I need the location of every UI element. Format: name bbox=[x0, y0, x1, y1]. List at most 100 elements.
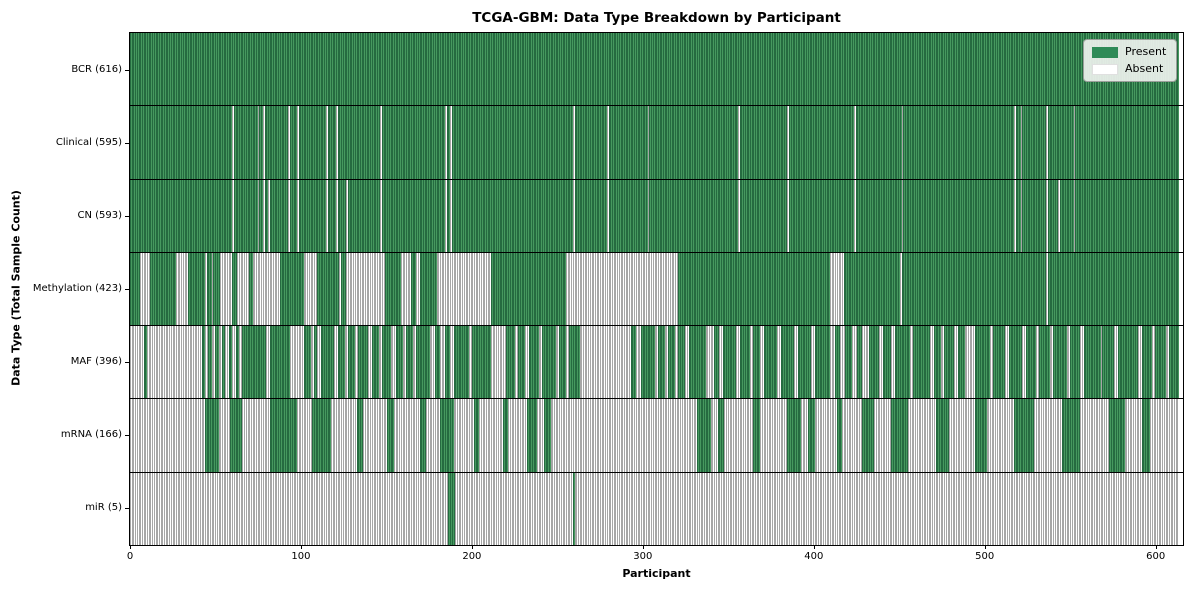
present-cell bbox=[618, 106, 621, 179]
absent-cell bbox=[175, 326, 178, 399]
present-cell bbox=[412, 179, 415, 252]
present-cell bbox=[135, 33, 137, 106]
present-cell bbox=[1111, 179, 1113, 252]
absent-cell bbox=[857, 472, 859, 545]
present-cell bbox=[315, 399, 318, 472]
present-cell bbox=[956, 33, 958, 106]
present-cell bbox=[378, 33, 381, 106]
absent-cell bbox=[242, 399, 245, 472]
absent-cell bbox=[956, 326, 958, 399]
present-cell bbox=[1025, 326, 1028, 399]
present-cell bbox=[1150, 179, 1152, 252]
present-cell bbox=[741, 33, 744, 106]
present-cell bbox=[516, 106, 519, 179]
present-cell bbox=[908, 106, 911, 179]
absent-cell bbox=[1119, 472, 1122, 545]
present-cell bbox=[910, 179, 912, 252]
present-cell bbox=[233, 252, 236, 326]
absent-cell bbox=[153, 472, 156, 545]
present-cell bbox=[359, 399, 362, 472]
absent-cell bbox=[714, 472, 716, 545]
absent-cell bbox=[698, 472, 701, 545]
absent-cell bbox=[1150, 399, 1152, 472]
present-cell bbox=[680, 106, 682, 179]
absent-cell bbox=[346, 179, 348, 252]
present-cell bbox=[537, 326, 539, 399]
present-cell bbox=[766, 252, 769, 326]
present-cell bbox=[1165, 106, 1168, 179]
present-cell bbox=[845, 33, 848, 106]
present-cell bbox=[855, 33, 858, 106]
absent-cell bbox=[373, 252, 376, 326]
absent-cell bbox=[385, 399, 388, 472]
present-cell bbox=[966, 33, 968, 106]
present-cell bbox=[697, 399, 699, 472]
absent-cell bbox=[984, 472, 987, 545]
present-cell bbox=[874, 106, 876, 179]
absent-cell bbox=[833, 399, 836, 472]
absent-cell bbox=[491, 326, 493, 399]
absent-cell bbox=[295, 326, 297, 399]
absent-cell bbox=[223, 252, 226, 326]
present-cell bbox=[465, 33, 468, 106]
present-cell bbox=[683, 179, 686, 252]
present-cell bbox=[858, 33, 861, 106]
present-cell bbox=[499, 106, 502, 179]
present-cell bbox=[1071, 252, 1074, 326]
present-cell bbox=[927, 326, 929, 399]
present-cell bbox=[714, 33, 716, 106]
present-cell bbox=[436, 106, 439, 179]
present-cell bbox=[281, 179, 284, 252]
present-cell bbox=[216, 33, 219, 106]
absent-cell bbox=[288, 179, 291, 252]
absent-cell bbox=[646, 399, 648, 472]
present-cell bbox=[864, 252, 866, 326]
absent-cell bbox=[964, 326, 967, 399]
absent-cell bbox=[416, 399, 418, 472]
present-cell bbox=[702, 106, 704, 179]
present-cell bbox=[683, 106, 686, 179]
present-cell bbox=[1158, 326, 1161, 399]
absent-cell bbox=[262, 252, 265, 326]
present-cell bbox=[1000, 252, 1002, 326]
present-cell bbox=[484, 326, 486, 399]
absent-cell bbox=[198, 399, 200, 472]
absent-cell bbox=[256, 472, 258, 545]
present-cell bbox=[703, 179, 706, 252]
absent-cell bbox=[756, 472, 759, 545]
present-cell bbox=[794, 106, 796, 179]
present-cell bbox=[635, 33, 638, 106]
absent-cell bbox=[993, 472, 996, 545]
absent-cell bbox=[1160, 472, 1163, 545]
absent-cell bbox=[787, 179, 790, 252]
present-cell bbox=[145, 179, 148, 252]
present-cell bbox=[879, 179, 882, 252]
present-cell bbox=[646, 326, 648, 399]
present-cell bbox=[1174, 106, 1176, 179]
present-cell bbox=[741, 179, 744, 252]
present-cell bbox=[962, 252, 965, 326]
present-cell bbox=[334, 33, 337, 106]
present-cell bbox=[1165, 179, 1168, 252]
present-cell bbox=[562, 106, 565, 179]
present-cell bbox=[513, 179, 515, 252]
present-cell bbox=[390, 106, 393, 179]
absent-cell bbox=[981, 472, 984, 545]
absent-cell bbox=[198, 472, 200, 545]
absent-cell bbox=[819, 399, 822, 472]
present-cell bbox=[899, 33, 902, 106]
present-cell bbox=[468, 106, 471, 179]
present-cell bbox=[1053, 252, 1055, 326]
absent-cell bbox=[971, 472, 974, 545]
present-cell bbox=[1020, 326, 1023, 399]
present-cell bbox=[850, 106, 853, 179]
absent-cell bbox=[322, 472, 325, 545]
absent-cell bbox=[853, 399, 856, 472]
present-cell bbox=[1017, 33, 1020, 106]
present-cell bbox=[893, 33, 895, 106]
present-cell bbox=[1099, 252, 1101, 326]
absent-cell bbox=[148, 252, 151, 326]
present-cell bbox=[802, 179, 805, 252]
absent-cell bbox=[729, 472, 732, 545]
present-cell bbox=[681, 326, 684, 399]
